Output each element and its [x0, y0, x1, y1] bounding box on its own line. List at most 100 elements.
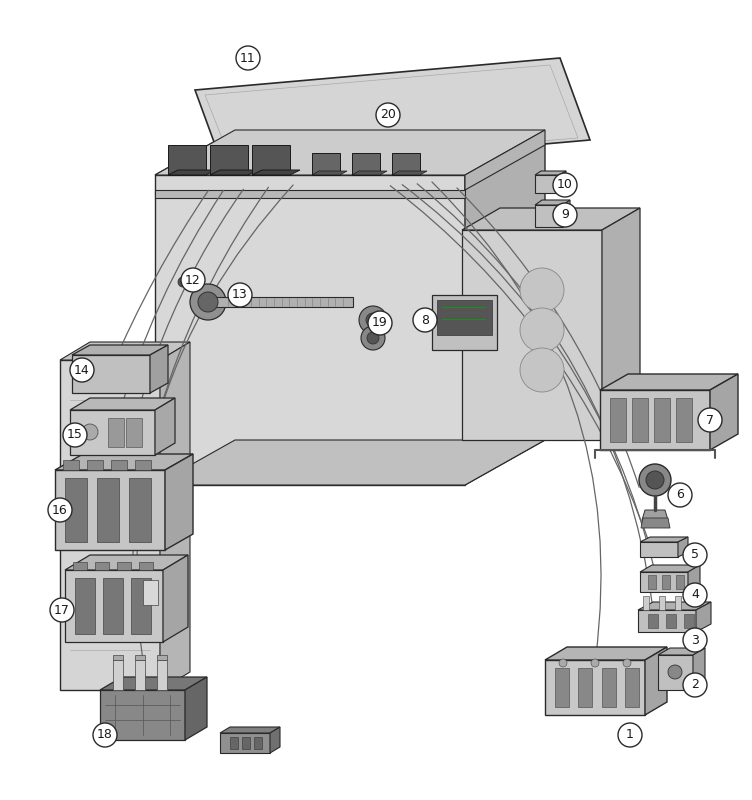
Polygon shape	[108, 418, 124, 447]
Polygon shape	[710, 374, 738, 450]
Polygon shape	[208, 297, 353, 307]
Text: 15: 15	[67, 429, 83, 442]
Polygon shape	[230, 737, 238, 749]
Polygon shape	[632, 398, 648, 442]
Circle shape	[228, 283, 252, 307]
Polygon shape	[168, 145, 206, 175]
Polygon shape	[437, 300, 492, 335]
Polygon shape	[117, 562, 131, 570]
Polygon shape	[210, 145, 248, 175]
Circle shape	[646, 471, 664, 489]
Text: 8: 8	[421, 314, 429, 326]
Polygon shape	[684, 614, 694, 628]
Polygon shape	[143, 580, 158, 605]
Polygon shape	[578, 668, 593, 707]
Polygon shape	[545, 647, 667, 660]
Polygon shape	[126, 418, 142, 447]
Circle shape	[520, 348, 564, 392]
Polygon shape	[638, 602, 711, 610]
Polygon shape	[666, 614, 676, 628]
Circle shape	[591, 659, 599, 667]
Circle shape	[668, 483, 692, 507]
Polygon shape	[157, 660, 167, 690]
Polygon shape	[168, 170, 216, 175]
Polygon shape	[165, 454, 193, 550]
Polygon shape	[135, 660, 145, 690]
Polygon shape	[645, 647, 667, 715]
Polygon shape	[242, 737, 250, 749]
Text: 10: 10	[557, 178, 573, 191]
Text: 3: 3	[691, 634, 699, 646]
Polygon shape	[640, 542, 678, 557]
Circle shape	[236, 46, 260, 70]
Polygon shape	[185, 677, 207, 740]
Polygon shape	[72, 355, 150, 393]
Text: 6: 6	[676, 489, 684, 502]
Polygon shape	[678, 537, 688, 557]
Circle shape	[683, 628, 707, 652]
Polygon shape	[640, 565, 700, 572]
Polygon shape	[312, 171, 347, 175]
Polygon shape	[675, 596, 681, 610]
Polygon shape	[535, 171, 566, 175]
Polygon shape	[150, 345, 168, 393]
Circle shape	[82, 424, 98, 440]
Polygon shape	[638, 610, 696, 632]
Polygon shape	[163, 555, 188, 642]
Polygon shape	[113, 660, 123, 690]
Polygon shape	[103, 578, 123, 634]
Circle shape	[559, 659, 567, 667]
Polygon shape	[70, 398, 175, 410]
Polygon shape	[640, 572, 688, 592]
Polygon shape	[688, 565, 700, 592]
Polygon shape	[55, 470, 165, 550]
Polygon shape	[648, 614, 658, 628]
Polygon shape	[135, 655, 145, 660]
Polygon shape	[155, 190, 465, 198]
Polygon shape	[157, 655, 167, 660]
Polygon shape	[693, 648, 705, 690]
Circle shape	[683, 673, 707, 697]
Circle shape	[698, 408, 722, 432]
Text: 19: 19	[372, 317, 388, 330]
Text: 4: 4	[691, 589, 699, 602]
Polygon shape	[155, 440, 545, 485]
Polygon shape	[602, 668, 616, 707]
Circle shape	[639, 464, 671, 496]
Polygon shape	[560, 171, 566, 193]
Polygon shape	[65, 478, 87, 542]
Circle shape	[553, 173, 577, 197]
Circle shape	[361, 326, 385, 350]
Polygon shape	[87, 460, 103, 470]
Polygon shape	[465, 130, 545, 485]
Circle shape	[376, 103, 400, 127]
Polygon shape	[139, 562, 153, 570]
Circle shape	[190, 284, 226, 320]
Polygon shape	[535, 205, 563, 227]
Polygon shape	[65, 570, 163, 642]
Polygon shape	[535, 175, 560, 193]
Polygon shape	[658, 648, 705, 655]
Polygon shape	[600, 374, 738, 390]
Polygon shape	[100, 690, 185, 740]
Text: 11: 11	[240, 51, 256, 65]
Polygon shape	[135, 460, 151, 470]
Circle shape	[366, 313, 380, 327]
Polygon shape	[352, 153, 380, 175]
Polygon shape	[312, 153, 340, 175]
Circle shape	[413, 308, 437, 332]
Polygon shape	[676, 575, 684, 589]
Circle shape	[93, 723, 117, 747]
Polygon shape	[111, 460, 127, 470]
Circle shape	[683, 583, 707, 607]
Polygon shape	[60, 360, 160, 690]
Circle shape	[48, 498, 72, 522]
Circle shape	[668, 665, 682, 679]
Polygon shape	[535, 200, 570, 205]
Polygon shape	[75, 578, 95, 634]
Polygon shape	[625, 668, 639, 707]
Polygon shape	[610, 398, 626, 442]
Polygon shape	[352, 171, 387, 175]
Circle shape	[50, 598, 74, 622]
Text: 16: 16	[52, 503, 68, 517]
